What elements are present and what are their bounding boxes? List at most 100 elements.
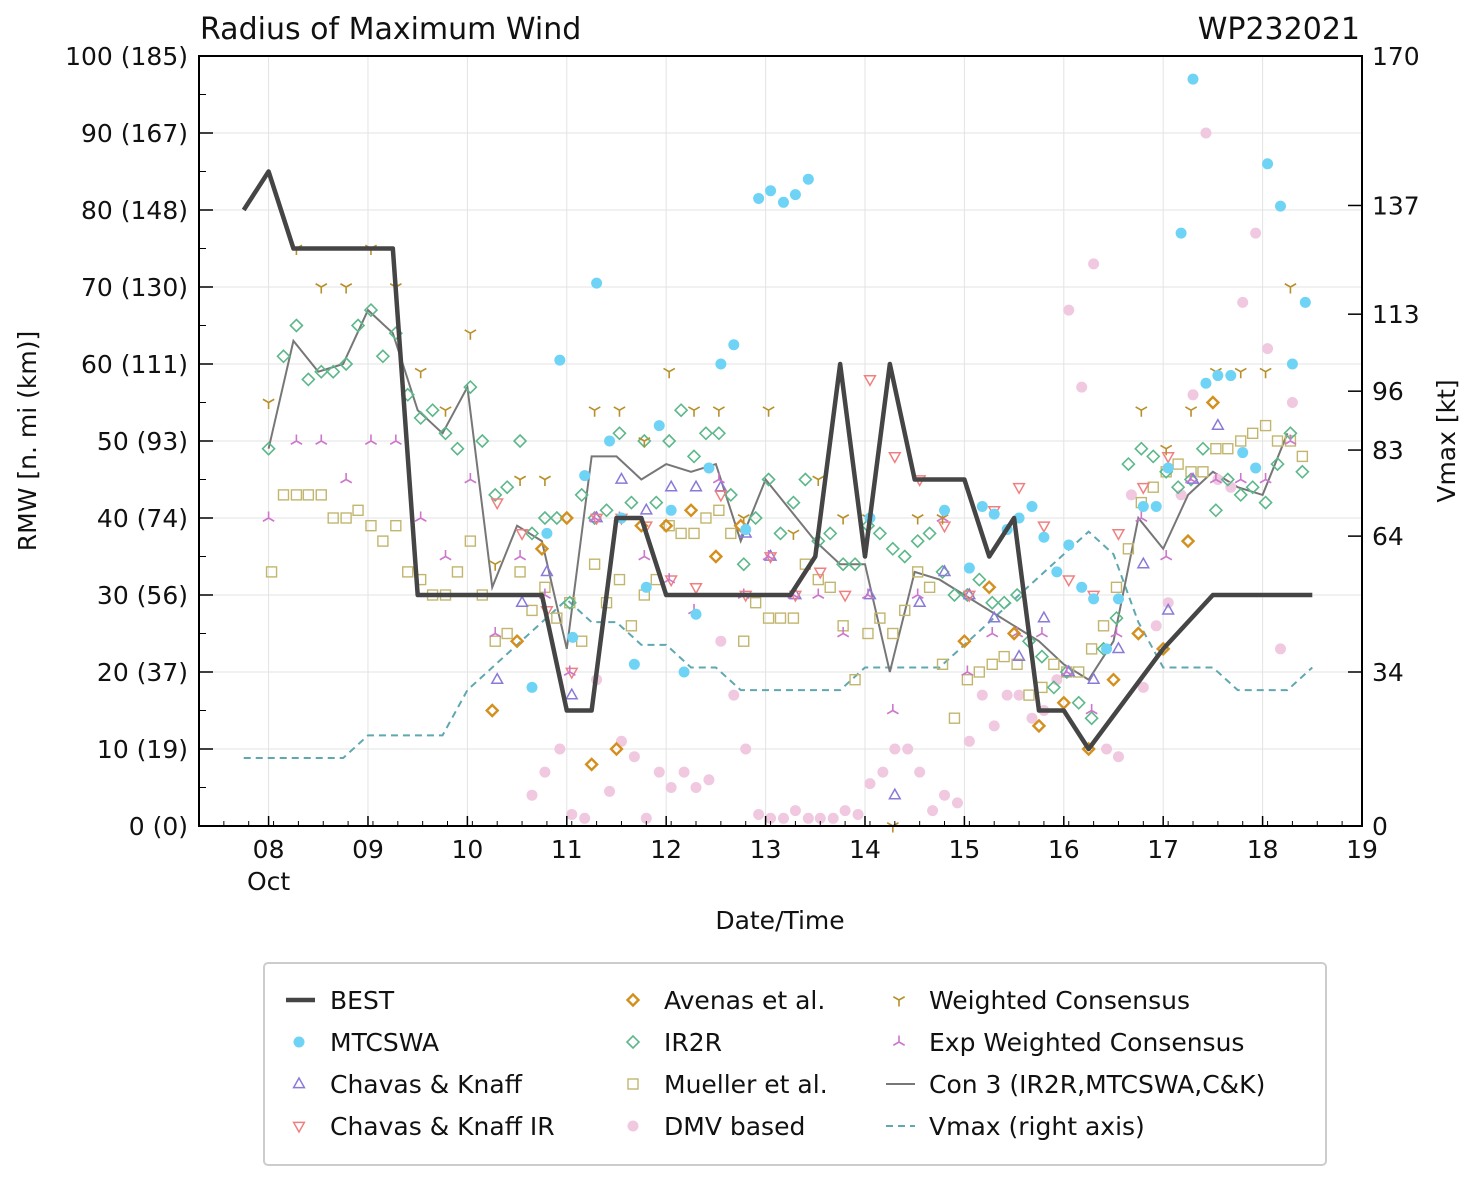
legend: BEST MTCSWA Chavas & Knaff Chavas & Knaff I…: [263, 962, 1327, 1166]
ir2r-point: [624, 495, 639, 510]
mueller-point: [762, 612, 775, 624]
ir2r-point: [1245, 480, 1260, 495]
mueller-point: [675, 527, 687, 540]
mtcswa-point: [1150, 500, 1162, 512]
ir2r-point: [649, 495, 664, 510]
chavas-knaff-ir-point: [813, 567, 827, 580]
mueller-point: [464, 535, 477, 547]
avenas-point: [609, 741, 624, 757]
chavas-knaff-ir-point: [1037, 521, 1051, 534]
mtcswa-point: [1076, 581, 1088, 593]
mtcswa-point: [1112, 593, 1124, 605]
mueller-point: [265, 566, 278, 578]
mueller-point: [663, 520, 675, 532]
dmv-point: [539, 766, 551, 778]
grid-lines: [199, 55, 1363, 827]
chavas-knaff-point: [912, 595, 927, 608]
dmv-point: [1187, 389, 1199, 401]
ir2r-point: [524, 526, 540, 541]
dmv-point: [976, 689, 988, 701]
x-tick-label: 14: [849, 835, 881, 864]
weighted-consensus-point: [588, 406, 601, 417]
mueller-point: [899, 604, 911, 617]
mueller-point: [936, 658, 949, 670]
x-tick-label: 12: [650, 835, 682, 864]
ir2r-point: [289, 318, 304, 333]
exp-weighted-consensus-point: [262, 511, 275, 522]
chavas-knaff-point: [639, 502, 653, 515]
legend-label: Chavas & Knaff IR: [330, 1112, 555, 1141]
legend-label: Weighted Consensus: [929, 986, 1190, 1015]
dmv-point: [902, 743, 914, 755]
y-left-tick-label: 50 (93): [97, 427, 188, 456]
mueller-point: [998, 650, 1010, 663]
ir2r-point: [612, 426, 627, 441]
ir2r-point: [835, 557, 851, 572]
exp-weighted-consensus-point: [1135, 511, 1148, 522]
mueller-point: [749, 597, 762, 609]
ir2r-point: [922, 526, 937, 541]
mtcswa-point: [541, 527, 553, 539]
dmv-point: [740, 743, 752, 755]
exp-weighted-consensus-point: [1284, 434, 1297, 445]
dmv-point: [1101, 743, 1113, 755]
dmv-point: [566, 808, 578, 820]
legend-item-ckir: Chavas & Knaff IR: [292, 1112, 555, 1141]
dmv-point: [802, 812, 814, 824]
legend-item-expwc: Exp Weighted Consensus: [892, 1028, 1244, 1057]
mtcswa-point: [665, 504, 677, 516]
y-axis-right-label: Vmax [kt]: [1432, 379, 1461, 502]
mueller-point: [887, 627, 899, 640]
mueller-point: [340, 512, 352, 524]
mueller-point: [862, 627, 874, 640]
avenas-point: [683, 503, 699, 518]
mueller-point: [1210, 443, 1222, 455]
mtcswa-point: [802, 173, 814, 185]
dmv-point: [789, 805, 801, 817]
chavas-knaff-point: [1161, 602, 1175, 615]
mtcswa-point: [1286, 358, 1298, 370]
exp-weighted-consensus-point: [911, 588, 924, 599]
dmv-point: [814, 812, 826, 824]
mueller-point: [1048, 658, 1060, 670]
exp-weighted-consensus-point: [439, 550, 452, 561]
ir2r-point: [847, 557, 863, 572]
avenas-point: [584, 757, 599, 772]
dmv-point: [1112, 751, 1124, 763]
ir2r-point: [1034, 649, 1050, 664]
legend-swatch-marker: [625, 1034, 641, 1050]
ir2r-point: [413, 410, 428, 426]
ir2r-point: [711, 426, 727, 441]
ir2r-point: [748, 510, 763, 526]
weighted-consensus-point: [663, 367, 676, 379]
mueller-point: [824, 581, 836, 593]
mueller-point: [774, 612, 787, 624]
mtcswa-point: [753, 192, 765, 204]
ir2r-point: [375, 349, 391, 364]
weighted-consensus-point: [638, 437, 651, 448]
mueller-point: [688, 527, 700, 540]
ir2r-point: [786, 495, 801, 510]
ir2r-point: [1109, 610, 1124, 626]
ir2r-point: [1258, 495, 1273, 510]
dmv-point: [1150, 620, 1162, 632]
legend-label: IR2R: [664, 1028, 722, 1057]
chavas-knaff-point: [863, 587, 877, 600]
exp-weighted-consensus-point: [1110, 627, 1123, 638]
chavas-knaff-point: [888, 787, 902, 800]
exp-weighted-consensus-point: [1160, 550, 1173, 561]
x-tick-label: 18: [1247, 835, 1279, 864]
chavas-knaff-ir-point: [490, 498, 504, 511]
exp-weighted-consensus-point: [514, 550, 527, 561]
legend-item-wcons: Weighted Consensus: [892, 986, 1190, 1015]
weighted-consensus-point: [439, 406, 452, 417]
dmv-point: [703, 774, 715, 786]
dmv-point: [839, 805, 851, 817]
mtcswa-point: [988, 508, 1000, 520]
mtcswa-point: [640, 581, 652, 593]
dmv-point: [1088, 258, 1100, 270]
mueller-point: [1296, 450, 1309, 463]
mtcswa-point: [1026, 500, 1038, 512]
chavas-knaff-point: [937, 564, 952, 577]
weighted-consensus-point: [1284, 283, 1297, 294]
